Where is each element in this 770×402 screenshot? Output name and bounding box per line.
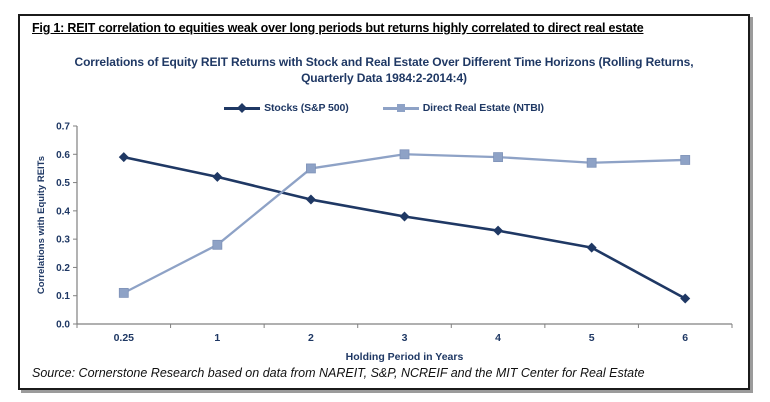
- data-point-diamond: [212, 171, 223, 182]
- chart-title: Correlations of Equity REIT Returns with…: [20, 54, 748, 86]
- series-1: [118, 149, 691, 298]
- data-point-diamond: [118, 152, 129, 163]
- x-tick-label: 2: [308, 332, 314, 344]
- x-tick-label: 5: [589, 332, 595, 344]
- figure-frame: Fig 1: REIT correlation to equities weak…: [18, 14, 750, 390]
- data-point-diamond: [305, 194, 316, 205]
- legend: Stocks (S&P 500) Direct Real Estate (NTBI…: [20, 102, 748, 114]
- x-tick-label: 1: [214, 332, 220, 344]
- data-point-square: [306, 163, 316, 174]
- y-tick-label: 0.7: [56, 122, 70, 133]
- y-tick-label: 0.0: [56, 320, 70, 331]
- series-0: [118, 152, 691, 304]
- y-axis: 0.0 0.1 0.2 0.3 0.4 0.5 0.6 0.7: [56, 122, 78, 331]
- data-point-diamond: [586, 242, 597, 253]
- legend-marker: [396, 104, 405, 112]
- x-tick-label: 3: [402, 332, 408, 344]
- data-point-square: [399, 149, 410, 160]
- x-tick-label: 4: [495, 332, 501, 344]
- y-tick-label: 0.3: [56, 235, 70, 246]
- x-axis-title: Holding Period in Years: [346, 351, 464, 363]
- source-note: Source: Cornerstone Research based on da…: [32, 366, 645, 380]
- chart-title-line1: Correlations of Equity REIT Returns with…: [74, 55, 694, 69]
- y-tick-label: 0.1: [56, 291, 70, 302]
- figure-caption: Fig 1: REIT correlation to equities weak…: [32, 21, 644, 35]
- y-tick-label: 0.4: [56, 206, 70, 217]
- y-tick-label: 0.6: [56, 150, 70, 161]
- legend-item-0: Stocks (S&P 500): [224, 102, 349, 114]
- legend-item-1: Direct Real Estate (NTBI): [382, 102, 544, 114]
- diamond-marker-icon: [224, 103, 261, 113]
- data-point-diamond: [399, 211, 410, 222]
- square-marker-icon: [382, 104, 419, 112]
- y-axis-title: Correlations with Equity REITs: [36, 156, 47, 294]
- y-tick-label: 0.5: [56, 178, 70, 189]
- y-tick-label: 0.2: [56, 263, 70, 274]
- data-point-square: [680, 155, 691, 165]
- series-line: [123, 155, 686, 300]
- data-point-square: [212, 239, 223, 250]
- chart-plot: 0.0 0.1 0.2 0.3 0.4 0.5 0.6 0.7 0.25 1 2 3 4 5 6 Holdin…: [36, 122, 733, 363]
- data-point-square: [118, 287, 129, 298]
- data-point-square: [586, 157, 597, 168]
- x-tick-label: 6: [682, 332, 688, 344]
- legend-label: Stocks (S&P 500): [264, 102, 349, 114]
- data-point-diamond: [493, 225, 504, 236]
- data-point-square: [493, 152, 503, 163]
- legend-label: Direct Real Estate (NTBI): [422, 102, 544, 114]
- chart-title-line2: Quarterly Data 1984:2-2014:4): [301, 71, 467, 85]
- data-point-diamond: [680, 293, 691, 304]
- x-tick-label: 0.25: [114, 332, 135, 344]
- x-axis: 0.25 1 2 3 4 5 6: [76, 323, 733, 344]
